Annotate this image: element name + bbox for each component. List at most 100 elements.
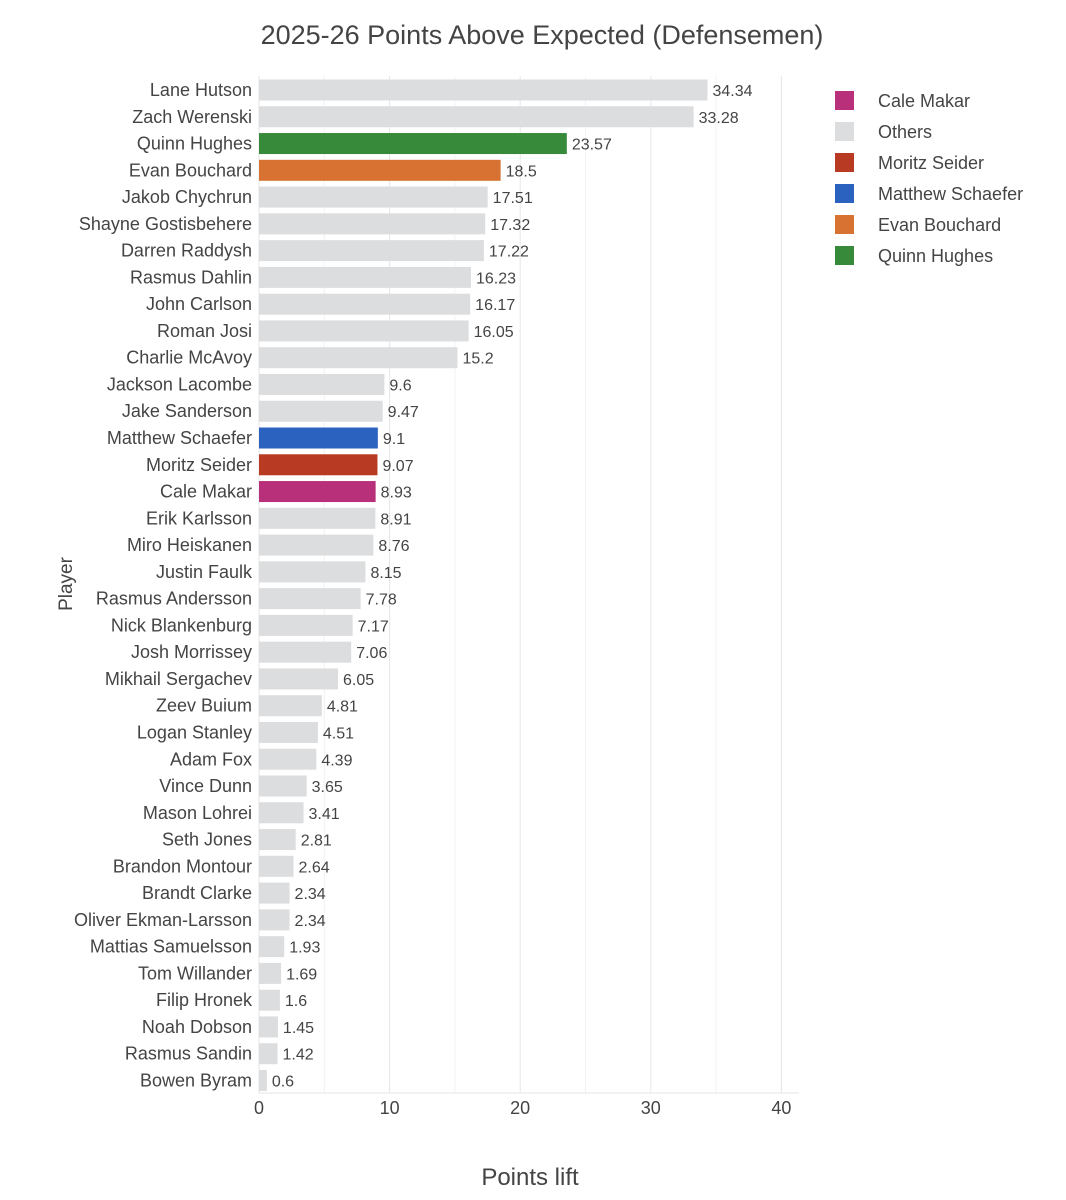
bar xyxy=(259,481,376,503)
bar xyxy=(259,159,501,181)
value-label: 4.81 xyxy=(327,699,358,716)
value-label: 1.42 xyxy=(283,1047,314,1064)
value-label: 4.39 xyxy=(321,752,352,769)
player-label: Rasmus Sandin xyxy=(125,1044,252,1064)
value-label: 1.45 xyxy=(283,1020,314,1037)
bar xyxy=(259,989,280,1011)
x-tick-label: 20 xyxy=(510,1098,530,1118)
chart-title: 2025-26 Points Above Expected (Defenseme… xyxy=(261,20,824,50)
bar xyxy=(259,293,471,315)
bar xyxy=(259,936,285,958)
x-axis-ticks: 0 10 20 30 40 xyxy=(254,1098,791,1118)
legend: Cale Makar Others Moritz Seider Matthew Sch… xyxy=(835,91,1023,266)
player-label: Justin Faulk xyxy=(156,562,253,582)
player-label: Nick Blankenburg xyxy=(111,615,252,635)
player-label: Mikhail Sergachev xyxy=(105,669,252,689)
player-label: Rasmus Andersson xyxy=(96,589,252,609)
value-label: 9.07 xyxy=(382,458,413,475)
value-label: 0.6 xyxy=(272,1073,294,1090)
legend-swatch xyxy=(835,122,854,141)
value-label: 17.51 xyxy=(493,190,533,207)
bar xyxy=(259,909,290,931)
value-label: 3.65 xyxy=(312,779,343,796)
bar xyxy=(259,721,318,743)
player-label: Jake Sanderson xyxy=(122,401,252,421)
legend-label: Matthew Schaefer xyxy=(878,184,1023,204)
bar xyxy=(259,186,488,208)
value-label: 34.34 xyxy=(712,83,752,100)
player-label: Tom Willander xyxy=(138,963,252,983)
bar xyxy=(259,373,385,395)
bar xyxy=(259,855,294,877)
bar xyxy=(259,641,352,663)
legend-swatch xyxy=(835,91,854,110)
player-label: Rasmus Dahlin xyxy=(130,267,252,287)
value-label: 9.47 xyxy=(388,404,419,421)
value-label: 16.17 xyxy=(475,297,515,314)
player-label: Adam Fox xyxy=(170,749,252,769)
value-label: 7.78 xyxy=(366,592,397,609)
legend-swatch xyxy=(835,184,854,203)
player-label: Miro Heiskanen xyxy=(127,535,252,555)
value-label: 17.22 xyxy=(489,244,529,261)
value-label: 16.23 xyxy=(476,270,516,287)
bar xyxy=(259,1043,278,1065)
value-label: 8.15 xyxy=(370,565,401,582)
bar xyxy=(259,882,290,904)
bar xyxy=(259,802,304,824)
value-label: 7.17 xyxy=(358,618,389,635)
bar xyxy=(259,400,383,422)
player-label: Bowen Byram xyxy=(140,1070,252,1090)
x-axis-title: Points lift xyxy=(481,1164,579,1191)
value-label: 17.32 xyxy=(490,217,530,234)
bar xyxy=(259,320,469,342)
legend-label: Quinn Hughes xyxy=(878,246,993,266)
player-label: Zach Werenski xyxy=(132,107,252,127)
bar xyxy=(259,748,317,770)
player-label: Brandt Clarke xyxy=(142,883,252,903)
player-label: Oliver Ekman-Larsson xyxy=(74,910,252,930)
bar xyxy=(259,507,376,529)
bar xyxy=(259,427,378,449)
bar xyxy=(259,454,378,476)
legend-label: Cale Makar xyxy=(878,91,970,111)
player-label: John Carlson xyxy=(146,294,252,314)
player-label: Mattias Samuelsson xyxy=(90,937,252,957)
legend-label: Moritz Seider xyxy=(878,153,984,173)
player-label: Noah Dobson xyxy=(142,1017,252,1037)
value-label: 33.28 xyxy=(699,110,739,127)
value-label: 6.05 xyxy=(343,672,374,689)
player-label: Charlie McAvoy xyxy=(126,348,252,368)
bar xyxy=(259,561,366,583)
legend-swatch xyxy=(835,153,854,172)
y-axis-title: Player xyxy=(56,556,77,611)
bar xyxy=(259,133,567,155)
bar xyxy=(259,962,282,984)
bar xyxy=(259,266,471,288)
bar xyxy=(259,829,296,851)
x-tick-label: 40 xyxy=(771,1098,791,1118)
x-tick-label: 0 xyxy=(254,1098,264,1118)
bar xyxy=(259,1069,267,1091)
player-label: Vince Dunn xyxy=(159,776,252,796)
value-label: 2.34 xyxy=(295,886,326,903)
value-label: 9.1 xyxy=(383,431,405,448)
player-label: Josh Morrissey xyxy=(131,642,252,662)
value-label: 1.93 xyxy=(289,940,320,957)
value-label: 2.64 xyxy=(298,859,329,876)
player-label: Darren Raddysh xyxy=(121,241,252,261)
value-label: 23.57 xyxy=(572,137,612,154)
value-label: 2.81 xyxy=(301,833,332,850)
player-label: Moritz Seider xyxy=(146,455,252,475)
legend-label: Others xyxy=(878,122,932,142)
x-tick-label: 10 xyxy=(380,1098,400,1118)
bar xyxy=(259,347,458,369)
value-label: 8.91 xyxy=(380,511,411,528)
player-label: Jackson Lacombe xyxy=(107,374,252,394)
value-label: 18.5 xyxy=(506,163,537,180)
player-label: Erik Karlsson xyxy=(146,508,252,528)
value-label: 4.51 xyxy=(323,725,354,742)
player-label: Cale Makar xyxy=(160,482,252,502)
bar xyxy=(259,240,484,262)
